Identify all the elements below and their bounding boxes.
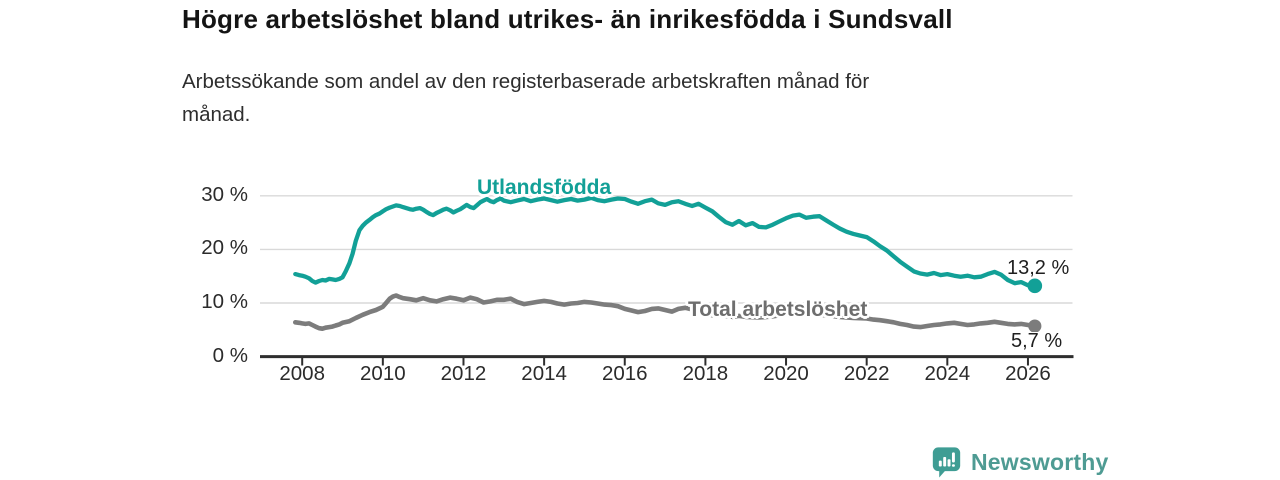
series-end-dot-utlandsfodda — [1027, 278, 1043, 294]
newsworthy-chart-bubble-icon — [932, 447, 961, 478]
series-line-utlandsfodda — [293, 195, 1037, 288]
newsworthy-logo: Newsworthy — [931, 445, 1108, 479]
chart-subtitle: Arbetssökande som andel av den registerb… — [182, 70, 870, 93]
series-line-total — [292, 293, 1038, 332]
page-title: Högre arbetslöshet bland utrikes- än inr… — [182, 4, 953, 34]
newsworthy-logo-text: Newsworthy — [971, 448, 1109, 475]
chart-subtitle-line2: månad. — [182, 103, 251, 126]
series-end-dot-total — [1028, 319, 1042, 333]
